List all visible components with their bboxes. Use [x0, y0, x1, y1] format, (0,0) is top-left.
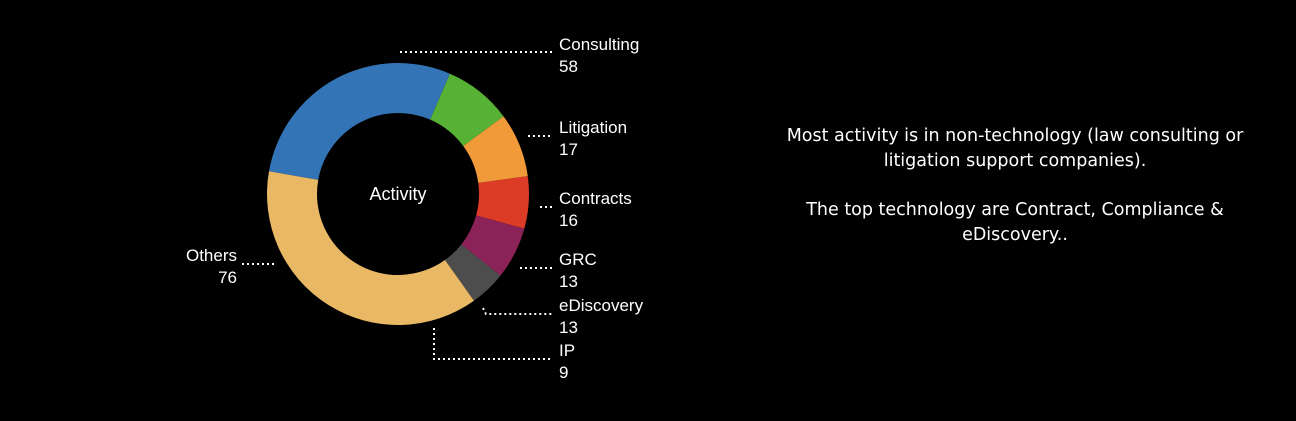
slice-value-others: 76	[218, 268, 237, 287]
commentary-paragraph-1: Most activity is in non-technology (law …	[786, 126, 1244, 171]
commentary-paragraph-2: The top technology are Contract, Complia…	[806, 200, 1224, 245]
commentary-panel: Most activity is in non-technology (law …	[780, 124, 1250, 248]
leader-ip	[433, 328, 553, 360]
slice-value-litigation: 17	[559, 140, 578, 159]
slice-value-ediscovery: 13	[559, 318, 578, 337]
leader-lines	[242, 51, 553, 360]
slice-label-ip: IP	[559, 341, 575, 360]
chart-center-title: Activity	[369, 184, 426, 204]
slice-label-litigation: Litigation	[559, 118, 627, 137]
slice-grc	[476, 176, 530, 229]
slice-ip	[444, 244, 501, 301]
slice-value-contracts: 16	[559, 211, 578, 230]
slice-value-ip: 9	[559, 363, 568, 382]
slice-label-ediscovery: eDiscovery	[559, 296, 644, 315]
leader-ediscovery	[482, 307, 553, 315]
slice-litigation	[430, 73, 504, 147]
slice-ediscovery	[461, 215, 525, 276]
slice-label-consulting: Consulting	[559, 35, 639, 54]
slice-label-grc: GRC	[559, 250, 597, 269]
donut-slices	[266, 62, 530, 326]
slice-others	[266, 171, 474, 326]
slice-label-contracts: Contracts	[559, 189, 632, 208]
slice-value-consulting: 58	[559, 57, 578, 76]
slice-value-grc: 13	[559, 272, 578, 291]
slice-labels: Consulting 58 Litigation 17 Contracts 16 GRC 13…	[186, 35, 644, 382]
slice-consulting	[268, 62, 450, 180]
slice-contracts	[463, 116, 528, 183]
donut-chart: Activity Consulting 58 Litigation 17 Contrac…	[186, 35, 644, 382]
slice-label-others: Others	[186, 246, 237, 265]
